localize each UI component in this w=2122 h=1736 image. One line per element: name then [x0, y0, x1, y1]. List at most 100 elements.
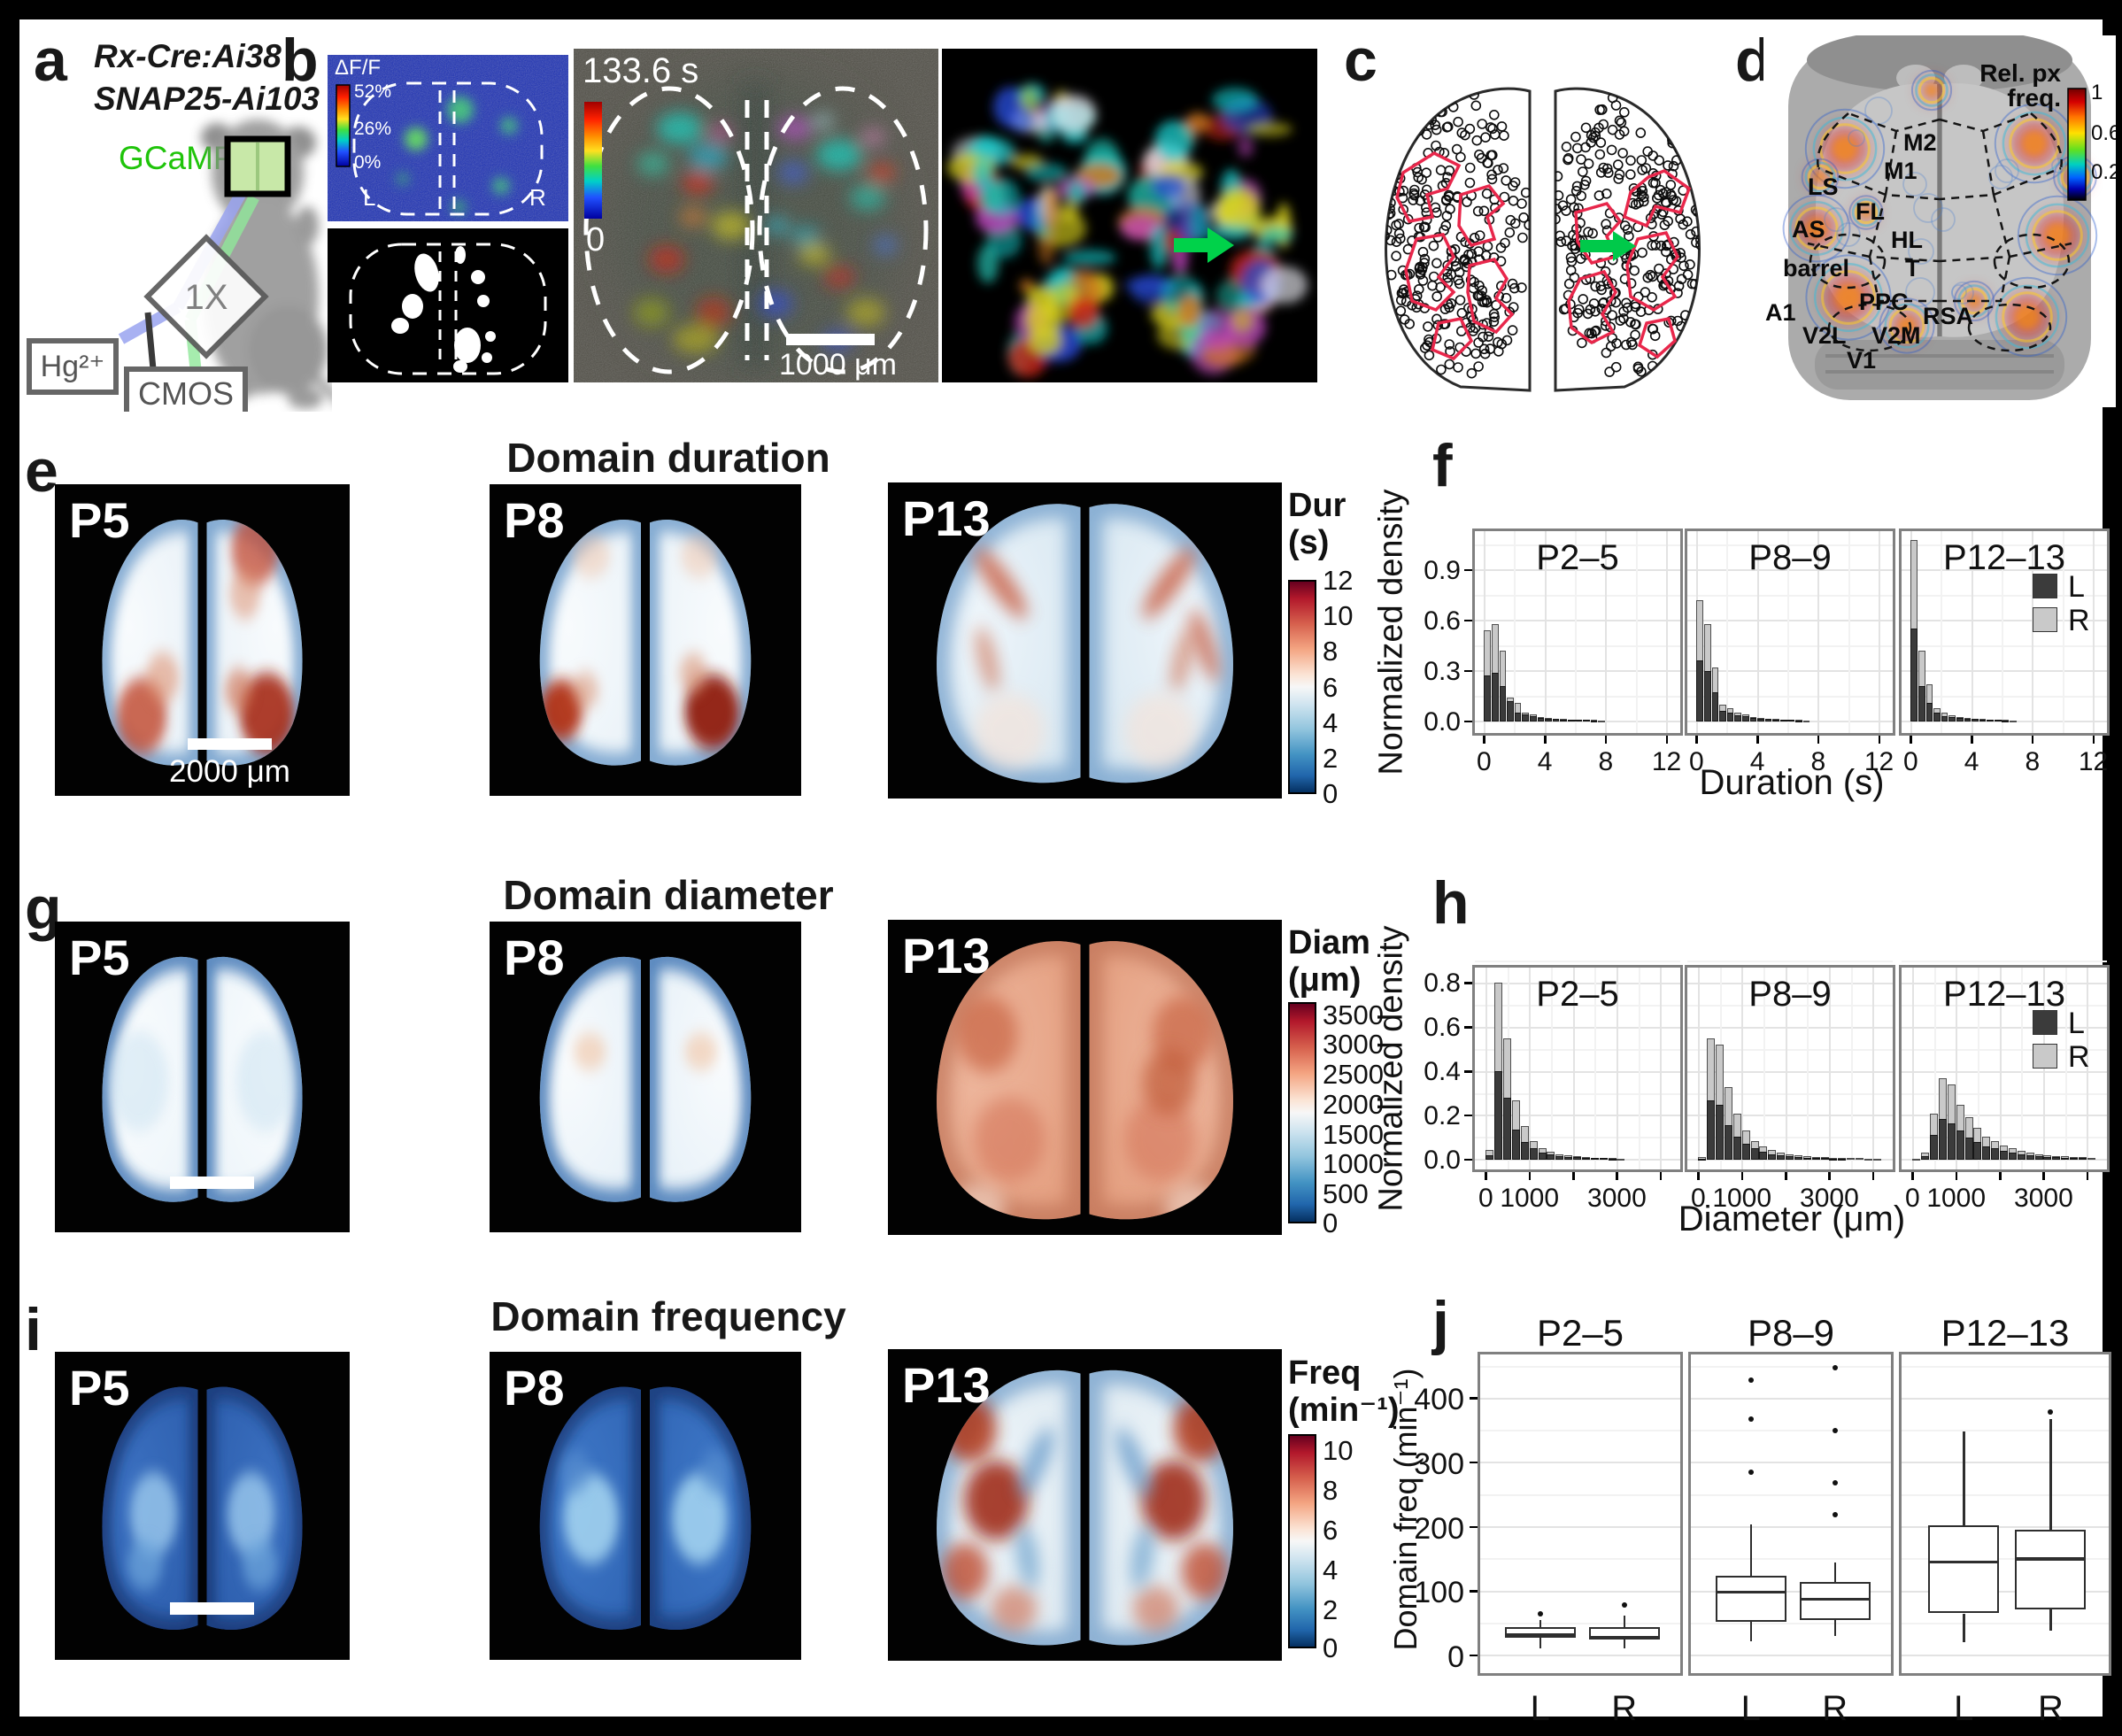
gridline-major: [1691, 1398, 1891, 1400]
gridline-major: [2093, 531, 2095, 733]
gridline-minor: [1475, 645, 1680, 647]
gridline-minor: [1475, 1093, 1680, 1095]
gridline-major: [1687, 620, 1893, 621]
row-title-diameter: Domain diameter: [503, 872, 834, 918]
x-tick-label: 4: [1749, 747, 1765, 776]
gridline-major: [1545, 531, 1547, 733]
gridline-minor: [1639, 968, 1640, 1169]
box-median: [1504, 1632, 1576, 1637]
gridline-minor: [1480, 1494, 1680, 1496]
group-label: L: [1530, 1689, 1550, 1728]
x-tick-mark: [2042, 1172, 2045, 1180]
cerebellum: [1815, 340, 2064, 390]
frequency-heatmap-brain: M2 M1 LS FL AS HL barrel T A1 PPC RSA V2…: [1763, 28, 2120, 407]
hist-panel-frame: [1899, 529, 2110, 736]
frequency-colorbar-tick: 0: [1323, 1632, 1339, 1663]
gridline-minor: [1691, 1558, 1891, 1560]
hist-bar-L: [1608, 1158, 1617, 1161]
hist-bar-R: [1872, 1158, 1881, 1161]
legend-label-r: R: [2068, 604, 2090, 637]
gridline-minor: [1687, 1137, 1893, 1138]
gridline-minor: [2002, 531, 2003, 733]
box-iqr: [1928, 1525, 2000, 1614]
x-tick-label: 8: [1598, 747, 1614, 776]
gridline-minor: [1691, 1623, 1891, 1624]
gridline-major: [1956, 968, 1957, 1169]
gridline-major: [1475, 983, 1680, 984]
hist-panel-title: P12–13: [1943, 538, 2065, 577]
hist-bar-L: [1560, 719, 1567, 721]
gridline-major: [1475, 1027, 1680, 1029]
hist-bar-L: [1939, 1118, 1948, 1160]
hist-bar-L: [1750, 1148, 1759, 1160]
objective-diamond: [143, 234, 269, 359]
domain-overlay-image: 133.6 s 0 1000 μm: [574, 49, 938, 382]
hist-bar-L: [1829, 1158, 1838, 1161]
hist-bar-L: [1555, 1155, 1564, 1160]
group-label: R: [1611, 1689, 1638, 1728]
x-tick-label: 12: [1651, 747, 1682, 776]
panel-label-f: f: [1432, 432, 1453, 499]
hist-bar-L: [1732, 1136, 1741, 1160]
x-tick-label: 0: [1902, 747, 1918, 776]
hist-bar-L: [1567, 720, 1575, 721]
hist-bar-L: [2000, 1150, 2009, 1160]
hist-panel-title: P8–9: [1748, 975, 1832, 1014]
segmented-domains-svg: [942, 49, 1317, 382]
left-hemisphere-outline: [583, 86, 755, 374]
gridline-major: [1573, 968, 1575, 1169]
brain-map-svg: [937, 504, 1233, 783]
hist-bar-L: [1768, 1153, 1777, 1160]
y-tick-mark: [1470, 1461, 1478, 1464]
hist-bar-L: [1987, 720, 1994, 722]
duration-colorbar-title2: (s): [1288, 524, 1330, 561]
y-tick-label: 200: [1414, 1511, 1464, 1546]
y-tick-label: 0.4: [1424, 1057, 1461, 1087]
gridline-major: [1480, 1526, 1680, 1528]
diameter-colorbar-tick: 500: [1323, 1178, 1369, 1209]
hist-bar-L: [1726, 713, 1734, 721]
gridline-major: [1879, 531, 1880, 733]
gridline-major: [1902, 1115, 2107, 1116]
microscope-schematic-svg: 1X Hg²⁺ CMOS: [27, 120, 370, 442]
box-outlier: [2048, 1409, 2054, 1416]
gridline-minor: [2021, 968, 2023, 1169]
gridline-major: [1902, 670, 2107, 672]
region-boundaries: [1807, 112, 1941, 352]
x-tick-mark: [1665, 736, 1669, 744]
hist-bar-L: [1972, 719, 1979, 721]
hist-bar-L: [1499, 685, 1507, 721]
gridline-major: [1687, 1159, 1893, 1161]
panel-label-i: i: [25, 1296, 42, 1363]
hist-bar-L: [1779, 720, 1787, 722]
camera-box: [124, 366, 248, 421]
genotype-title: Rx-Cre:Ai38 SNAP25-Ai103: [94, 35, 320, 120]
region-labels: M2 M1 LS FL AS HL barrel T A1 PPC RSA V2…: [1765, 129, 1973, 374]
gridline-major: [1691, 1655, 1891, 1656]
hist-bar-L: [1918, 685, 1925, 721]
hist-bar-L: [1698, 1158, 1707, 1161]
hist-bar-L: [1910, 629, 1918, 721]
hist-bar-L: [1512, 1130, 1521, 1160]
hist-bar-L: [1820, 1158, 1829, 1161]
hist-bar-L: [1552, 719, 1560, 721]
box-panel-title: P12–13: [1941, 1312, 2070, 1354]
hist-bar-R: [1847, 1158, 1856, 1160]
gridline-minor: [1848, 531, 1850, 733]
map-diameter-p8: P8: [490, 922, 801, 1232]
hist-bar-L: [1991, 1148, 2000, 1160]
hist-bar-L: [1719, 711, 1726, 721]
gridline-major: [1691, 1591, 1891, 1593]
gridline-major: [1529, 968, 1531, 1169]
highlight-arrow-icon: [1580, 231, 1636, 261]
gridline-major: [1902, 1159, 2107, 1161]
gridline-minor: [1475, 696, 1680, 698]
x-tick-mark: [1485, 1172, 1487, 1180]
gridline-minor: [1851, 968, 1853, 1169]
gridline-minor: [1691, 1366, 1891, 1368]
box-median: [2015, 1557, 2087, 1561]
genotype-line1: Rx-Cre:Ai38: [94, 38, 282, 74]
box-median: [1928, 1560, 2000, 1564]
domain-blobs: [947, 83, 1308, 377]
legend-swatch-r: [2033, 607, 2057, 632]
